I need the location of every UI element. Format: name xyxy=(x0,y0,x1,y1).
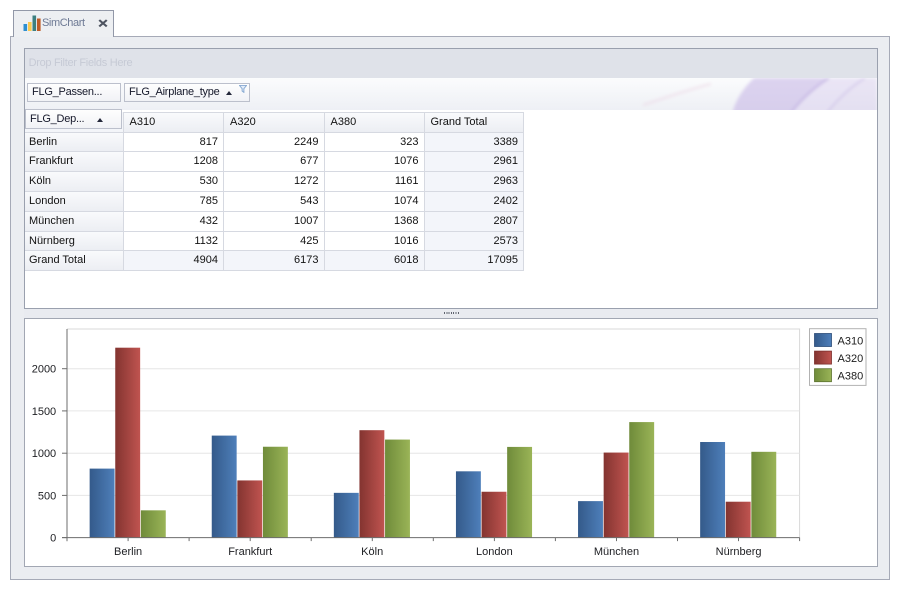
svg-text:2000: 2000 xyxy=(32,364,56,376)
svg-text:0: 0 xyxy=(50,533,56,545)
svg-text:A320: A320 xyxy=(838,353,864,365)
svg-text:München: München xyxy=(594,546,639,558)
svg-text:Nürnberg: Nürnberg xyxy=(716,546,762,558)
svg-text:A380: A380 xyxy=(838,371,864,383)
svg-text:Berlin: Berlin xyxy=(114,546,142,558)
svg-text:Köln: Köln xyxy=(361,546,383,558)
svg-text:London: London xyxy=(476,546,513,558)
svg-text:A310: A310 xyxy=(838,335,864,347)
svg-text:1000: 1000 xyxy=(32,448,56,460)
svg-text:1500: 1500 xyxy=(32,406,56,418)
svg-text:Frankfurt: Frankfurt xyxy=(228,546,272,558)
svg-text:500: 500 xyxy=(38,490,56,502)
